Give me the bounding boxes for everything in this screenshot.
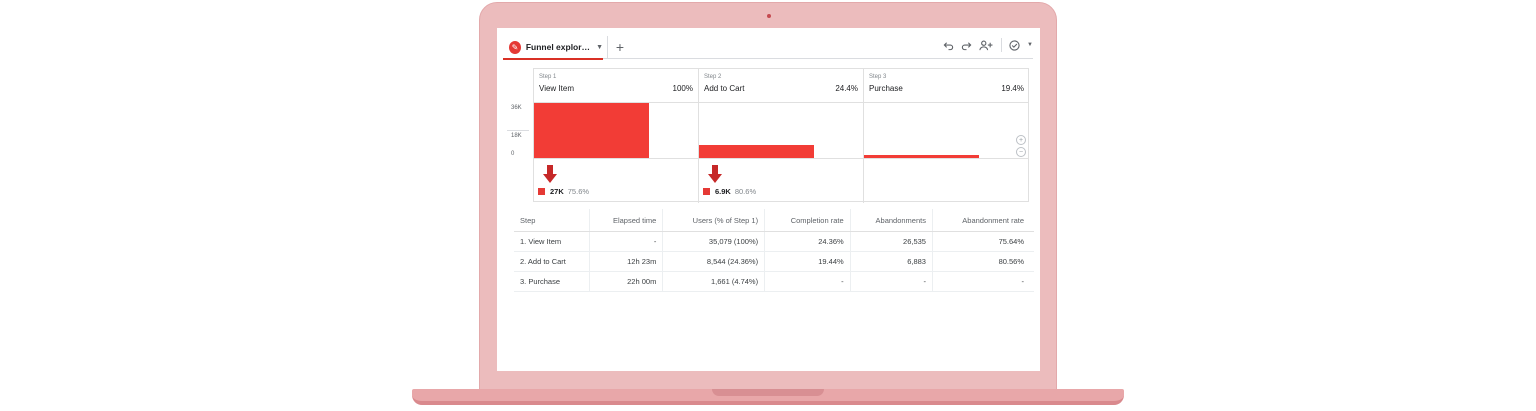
table-cell: 24.36% xyxy=(764,231,851,252)
table-cell: 6,883 xyxy=(849,251,933,272)
laptop-screen: ✎ Funnel explor… ▼ + ▼ 36K 18K 0 xyxy=(497,28,1040,371)
step-number: Step 3 xyxy=(869,74,887,80)
funnel-step-2[interactable]: Step 2 Add to Cart 24.4% 6.9K 80.6% xyxy=(699,69,864,203)
step-plot xyxy=(699,103,863,159)
step-number: Step 2 xyxy=(704,74,722,80)
table-row[interactable]: 1. View Item - 35,079 (100%) 24.36% 26,5… xyxy=(514,231,1034,252)
funnel-table: Step Elapsed time Users (% of Step 1) Co… xyxy=(514,209,1034,292)
share-users-icon[interactable] xyxy=(979,40,994,51)
down-arrow-icon xyxy=(543,165,557,183)
step-percent: 24.4% xyxy=(835,84,858,93)
add-tab-button[interactable]: + xyxy=(607,36,632,58)
step-dropoff: 27K 75.6% xyxy=(534,159,698,203)
table-cell: 75.64% xyxy=(931,231,1034,252)
zoom-out-icon[interactable]: − xyxy=(1016,147,1026,157)
table-row[interactable]: 3. Purchase 22h 00m 1,661 (4.74%) - - - xyxy=(514,271,1034,292)
table-cell: 1. View Item xyxy=(514,231,590,252)
dropoff-summary: 6.9K 80.6% xyxy=(703,187,756,196)
step-header: Step 2 Add to Cart 24.4% xyxy=(699,69,863,103)
plus-icon: + xyxy=(615,39,625,55)
step-plot xyxy=(534,103,698,159)
funnel-bar-step-1[interactable] xyxy=(534,103,649,158)
column-header-abandonments[interactable]: Abandonments xyxy=(849,209,933,232)
dropoff-value: 27K xyxy=(550,187,564,196)
table-row[interactable]: 2. Add to Cart 12h 23m 8,544 (24.36%) 19… xyxy=(514,251,1034,272)
funnel-chart: 36K 18K 0 Step 1 View Item 100% xyxy=(497,68,1040,203)
table-cell: 1,661 (4.74%) xyxy=(662,271,765,292)
table-cell: - xyxy=(849,271,933,292)
step-name: Purchase xyxy=(869,84,903,93)
funnel-step-3[interactable]: Step 3 Purchase 19.4% + − xyxy=(864,69,1029,203)
table-cell: - xyxy=(764,271,851,292)
table-cell: 3. Purchase xyxy=(514,271,590,292)
table-cell: - xyxy=(931,271,1034,292)
camera-dot xyxy=(767,14,771,18)
pencil-icon: ✎ xyxy=(509,40,521,54)
table-cell: 80.56% xyxy=(931,251,1034,272)
check-circle-icon[interactable] xyxy=(1009,39,1020,51)
tab-funnel-exploration[interactable]: ✎ Funnel explor… ▼ xyxy=(503,36,603,60)
laptop-base xyxy=(412,389,1124,405)
toolbar-divider xyxy=(1001,38,1003,52)
y-tick-label: 0 xyxy=(511,151,515,157)
funnel-bar-step-2[interactable] xyxy=(699,145,814,158)
zoom-in-icon[interactable]: + xyxy=(1016,135,1026,145)
funnel-bar-step-3[interactable] xyxy=(864,155,979,158)
table-cell: 26,535 xyxy=(849,231,933,252)
y-gridline xyxy=(507,130,529,131)
table-header-row: Step Elapsed time Users (% of Step 1) Co… xyxy=(514,209,1034,232)
column-header-users[interactable]: Users (% of Step 1) xyxy=(662,209,765,232)
chevron-down-icon[interactable]: ▼ xyxy=(596,43,603,51)
table-cell: - xyxy=(589,231,663,252)
funnel-step-1[interactable]: Step 1 View Item 100% 27K 75.6% xyxy=(534,69,699,203)
legend-square xyxy=(703,188,710,195)
step-dropoff xyxy=(864,159,1029,203)
dropoff-percent: 75.6% xyxy=(567,187,590,196)
y-tick-label: 18K xyxy=(511,133,522,139)
redo-icon[interactable] xyxy=(961,40,972,51)
chevron-down-icon[interactable]: ▼ xyxy=(1027,42,1033,48)
step-header: Step 3 Purchase 19.4% xyxy=(864,69,1029,103)
table-cell: 8,544 (24.36%) xyxy=(662,251,765,272)
column-header-elapsed-time[interactable]: Elapsed time xyxy=(589,209,663,232)
tab-bar: ✎ Funnel explor… ▼ + ▼ xyxy=(503,36,1033,60)
step-percent: 19.4% xyxy=(1001,84,1024,93)
dropoff-summary: 27K 75.6% xyxy=(538,187,589,196)
step-number: Step 1 xyxy=(539,74,557,80)
laptop-notch xyxy=(712,389,824,396)
table-cell: 19.44% xyxy=(764,251,851,272)
column-header-completion-rate[interactable]: Completion rate xyxy=(764,209,851,232)
step-plot: + − xyxy=(864,103,1029,159)
dropoff-value: 6.9K xyxy=(715,187,731,196)
y-tick-label: 36K xyxy=(511,105,522,111)
undo-icon[interactable] xyxy=(943,40,954,51)
table-cell: 35,079 (100%) xyxy=(662,231,765,252)
step-name: Add to Cart xyxy=(704,84,745,93)
column-header-step[interactable]: Step xyxy=(514,209,590,232)
step-percent: 100% xyxy=(672,84,693,93)
legend-square xyxy=(538,188,545,195)
toolbar-actions: ▼ xyxy=(943,38,1033,52)
table-cell: 12h 23m xyxy=(589,251,663,272)
step-dropoff: 6.9K 80.6% xyxy=(699,159,863,203)
table-cell: 22h 00m xyxy=(589,271,663,292)
table-cell: 2. Add to Cart xyxy=(514,251,590,272)
tab-label: Funnel explor… xyxy=(525,42,591,52)
step-header: Step 1 View Item 100% xyxy=(534,69,698,103)
column-header-abandonment-rate[interactable]: Abandonment rate xyxy=(931,209,1034,232)
dropoff-percent: 80.6% xyxy=(734,187,757,196)
laptop-lid: ✎ Funnel explor… ▼ + ▼ 36K 18K 0 xyxy=(479,2,1057,390)
funnel-steps: Step 1 View Item 100% 27K 75.6% xyxy=(533,68,1029,203)
step-name: View Item xyxy=(539,84,574,93)
down-arrow-icon xyxy=(708,165,722,183)
